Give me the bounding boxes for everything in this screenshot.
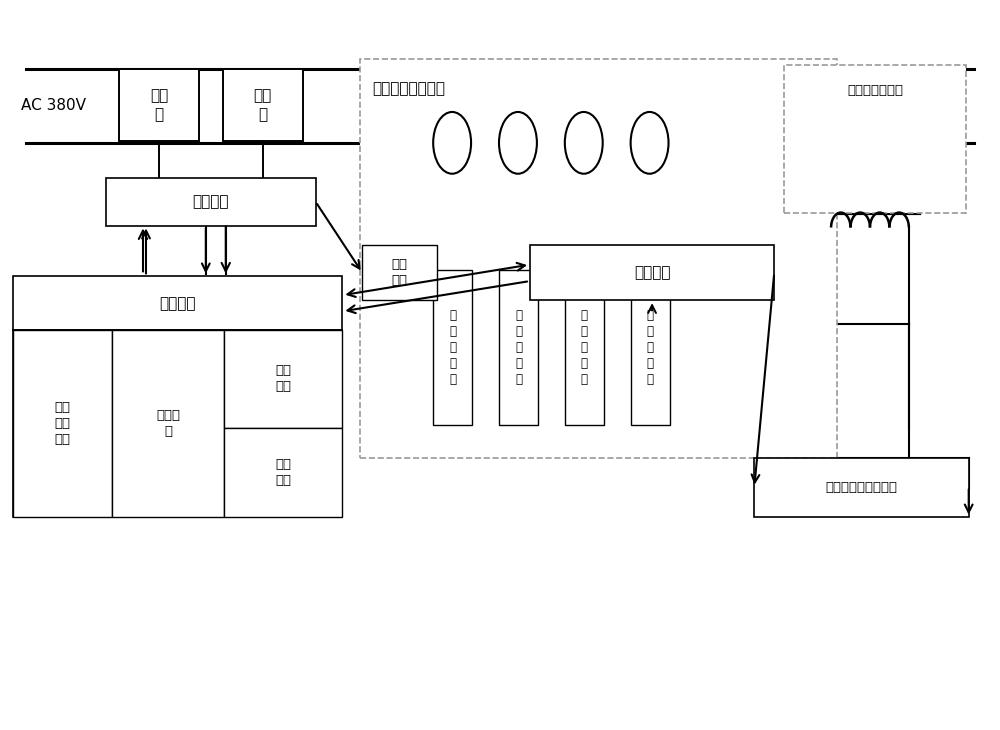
- Text: 主控制
器: 主控制 器: [156, 410, 180, 438]
- Bar: [224, 330, 342, 428]
- Text: 电源
模块: 电源 模块: [275, 364, 291, 393]
- Bar: [499, 270, 538, 425]
- Text: 通信接口: 通信接口: [160, 296, 196, 311]
- Bar: [754, 458, 969, 518]
- Text: 二
次
采
集
箱: 二 次 采 集 箱: [647, 309, 654, 386]
- Text: 二
次
采
集
箱: 二 次 采 集 箱: [449, 309, 456, 386]
- Bar: [224, 428, 342, 518]
- Text: 二
次
采
集
箱: 二 次 采 集 箱: [515, 309, 522, 386]
- Text: 驱动模块: 驱动模块: [193, 194, 229, 209]
- Text: 调压
器: 调压 器: [150, 88, 168, 122]
- Bar: [112, 330, 224, 518]
- Text: 程控高低温试验箱: 程控高低温试验箱: [372, 81, 445, 96]
- Bar: [631, 270, 670, 425]
- Bar: [223, 69, 303, 141]
- Text: 存储
模块: 存储 模块: [275, 458, 291, 487]
- Text: 合并单元: 合并单元: [634, 265, 670, 280]
- Bar: [13, 330, 112, 518]
- Bar: [362, 245, 437, 300]
- Bar: [106, 177, 316, 226]
- Text: 电子式互感器校验仪: 电子式互感器校验仪: [825, 481, 897, 494]
- Bar: [13, 330, 342, 518]
- Ellipse shape: [433, 112, 471, 174]
- Bar: [784, 65, 966, 212]
- Text: 二
次
采
集
箱: 二 次 采 集 箱: [581, 309, 588, 386]
- Bar: [433, 270, 472, 425]
- Text: 通信
接口: 通信 接口: [392, 258, 408, 288]
- Ellipse shape: [631, 112, 669, 174]
- Text: 升流
器: 升流 器: [254, 88, 272, 122]
- Ellipse shape: [565, 112, 603, 174]
- Text: AC 380V: AC 380V: [21, 99, 86, 113]
- Bar: [13, 277, 342, 330]
- Ellipse shape: [499, 112, 537, 174]
- Bar: [119, 69, 199, 141]
- Bar: [530, 245, 774, 300]
- Text: 标准电流互感器: 标准电流互感器: [847, 83, 903, 96]
- Bar: [565, 270, 604, 425]
- Text: 人机
交互
模块: 人机 交互 模块: [55, 402, 71, 446]
- Bar: [360, 59, 837, 458]
